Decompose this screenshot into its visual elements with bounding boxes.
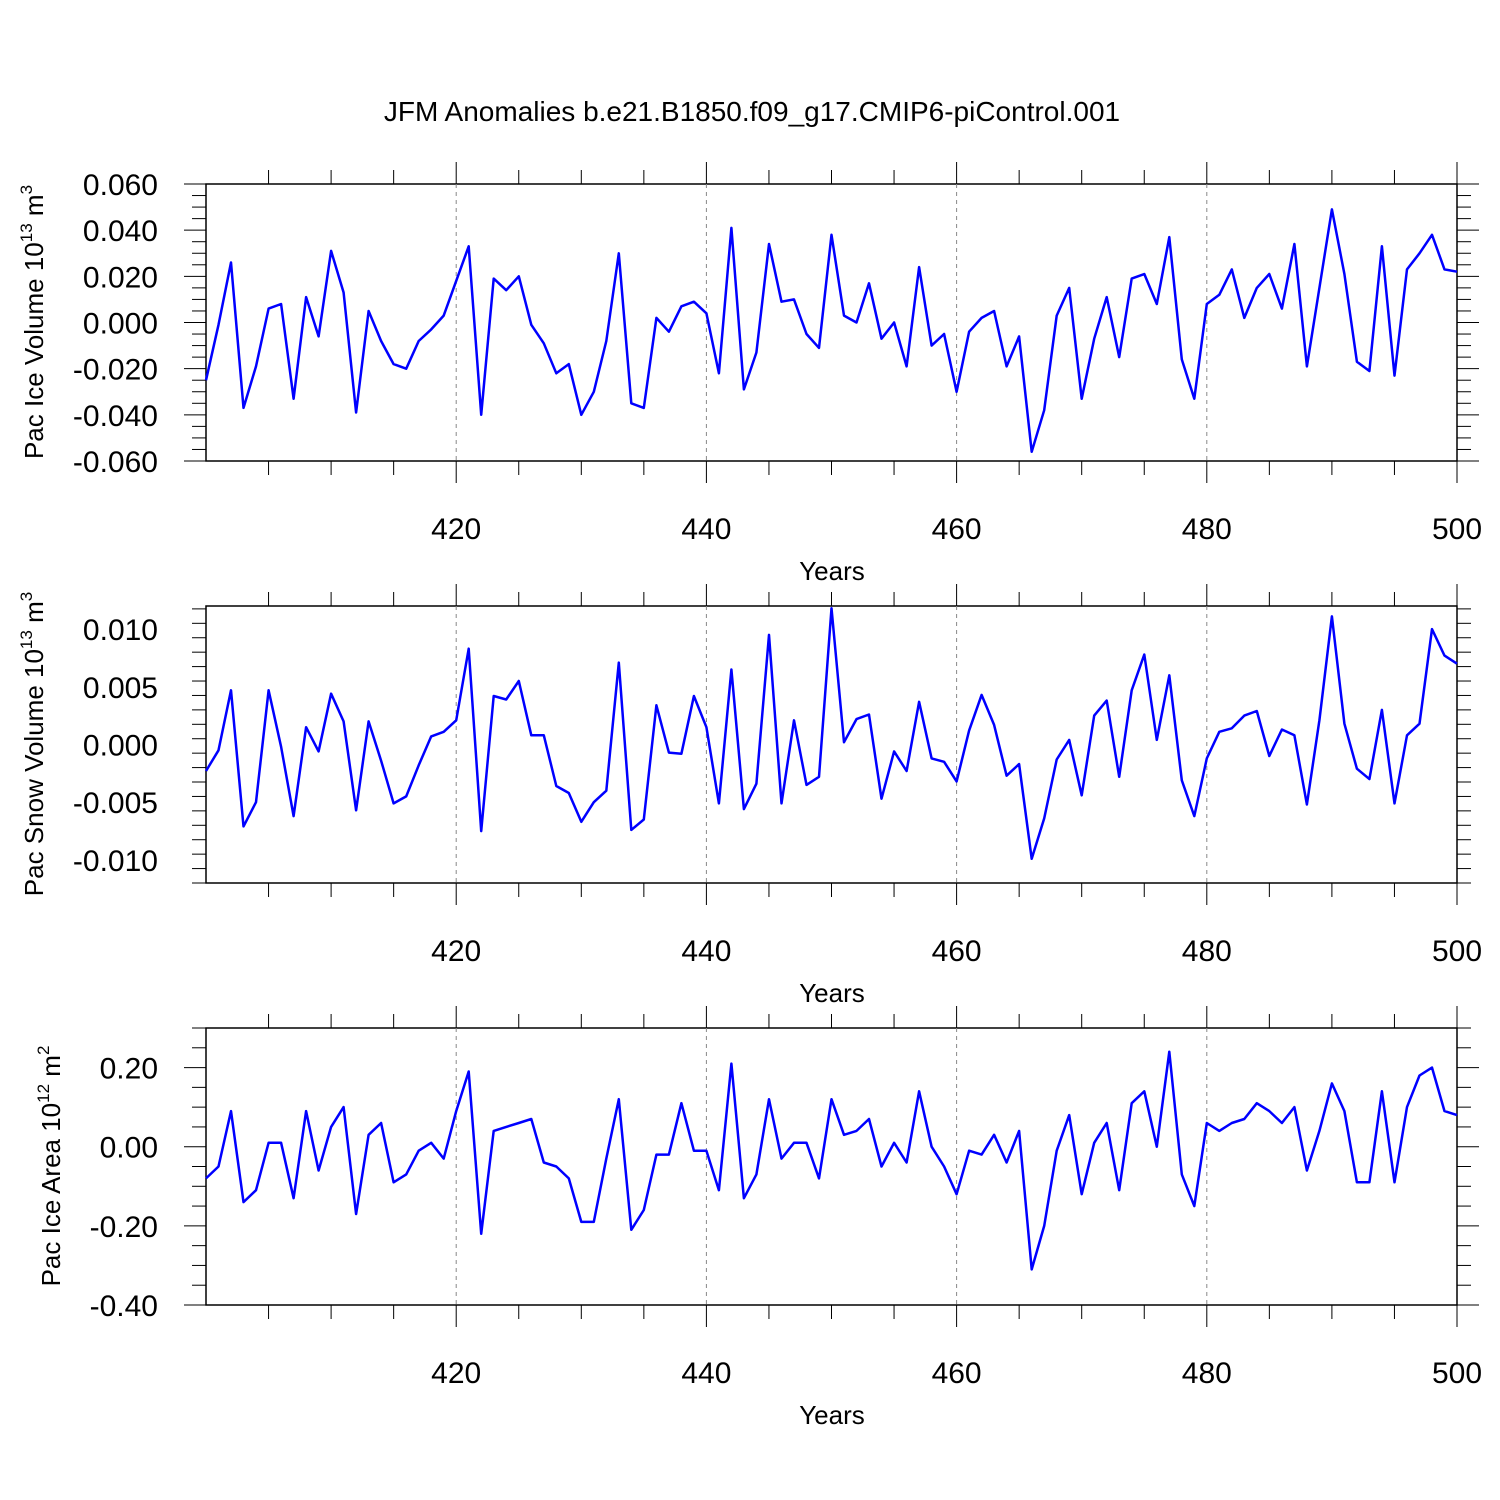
y-tick-label: 0.020 (83, 261, 158, 294)
series-line (204, 208, 1458, 454)
x-tick-labels: 420 440 460 480 500 (431, 1357, 1482, 1390)
y-label-exponent: 13 (17, 630, 36, 649)
x-tick-label: 460 (932, 1357, 982, 1390)
minor-ticks (184, 1006, 1479, 1327)
y-tick-label: 0.010 (83, 614, 158, 647)
y-tick-label: 0.005 (83, 672, 158, 705)
x-tick-label: 420 (431, 935, 481, 968)
plot-frame (205, 1027, 1458, 1306)
y-tick-label: 0.060 (83, 169, 158, 202)
y-tick-label: -0.010 (73, 845, 158, 878)
y-tick-label: 0.000 (83, 308, 158, 341)
x-tick-label: 480 (1182, 1357, 1232, 1390)
y-label-unit: m (19, 194, 49, 223)
plot-frame (205, 605, 1458, 884)
y-tick-label: 0.00 (100, 1132, 158, 1165)
x-axis-label: Years (799, 978, 865, 1008)
x-tick-label: 460 (932, 935, 982, 968)
vertical-gridlines (455, 606, 1208, 883)
x-tick-label: 440 (681, 935, 731, 968)
y-label-text: Pac Ice Volume 10 (19, 242, 49, 459)
y-tick-label: 0.000 (83, 730, 158, 763)
x-axis-label: Years (799, 1400, 865, 1430)
y-tick-label: -0.020 (73, 354, 158, 387)
x-tick-label: 500 (1432, 935, 1482, 968)
panel-ice-area: 0.20 0.00 -0.20 -0.40 420 440 460 480 500 Years… (34, 1006, 1482, 1430)
y-tick-label: 0.20 (100, 1053, 158, 1086)
y-label-unit: m (19, 601, 49, 630)
figure-title: JFM Anomalies b.e21.B1850.f09_g17.CMIP6-… (384, 96, 1120, 127)
plot-frame (205, 183, 1458, 462)
minor-ticks (192, 584, 1471, 905)
x-tick-label: 420 (431, 1357, 481, 1390)
series-line (204, 607, 1458, 861)
y-label-unit-exponent: 3 (17, 592, 36, 601)
y-label-text: Pac Ice Area 10 (36, 1103, 66, 1287)
x-tick-label: 440 (681, 513, 731, 546)
y-tick-label: -0.060 (73, 446, 158, 479)
y-tick-label: -0.040 (73, 400, 158, 433)
x-tick-label: 420 (431, 513, 481, 546)
x-tick-labels: 420 440 460 480 500 (431, 935, 1482, 968)
y-tick-label: -0.40 (90, 1290, 158, 1323)
y-tick-labels: 0.20 0.00 -0.20 -0.40 (90, 1053, 158, 1323)
x-tick-labels: 420 440 460 480 500 (431, 513, 1482, 546)
series-polyline (204, 607, 1458, 861)
y-tick-label: -0.20 (90, 1211, 158, 1244)
x-tick-label: 440 (681, 1357, 731, 1390)
y-tick-labels: 0.060 0.040 0.020 0.000 -0.020 -0.040 -0.060 (73, 169, 158, 479)
y-axis-label: Pac Ice Volume 1013 m3 (17, 185, 49, 459)
y-label-unit-exponent: 2 (34, 1046, 53, 1055)
y-tick-label: 0.040 (83, 215, 158, 248)
y-label-exponent: 13 (17, 223, 36, 242)
panel-ice-volume: 0.060 0.040 0.020 0.000 -0.020 -0.040 -0.060 4… (17, 162, 1482, 586)
x-tick-label: 480 (1182, 513, 1232, 546)
series-polyline (204, 208, 1458, 454)
y-label-text: Pac Snow Volume 10 (19, 649, 49, 896)
vertical-gridlines (455, 1028, 1208, 1305)
y-tick-labels: 0.010 0.005 0.000 -0.005 -0.010 (73, 614, 158, 878)
y-label-exponent: 12 (34, 1084, 53, 1103)
x-tick-label: 480 (1182, 935, 1232, 968)
x-tick-label: 460 (932, 513, 982, 546)
minor-ticks (184, 162, 1479, 483)
y-tick-label: -0.005 (73, 787, 158, 820)
panel-snow-volume: 0.010 0.005 0.000 -0.005 -0.010 420 440 460 480… (17, 584, 1482, 1008)
y-label-unit: m (36, 1055, 66, 1084)
x-tick-label: 500 (1432, 1357, 1482, 1390)
y-axis-label: Pac Ice Area 1012 m2 (34, 1046, 66, 1287)
y-axis-label: Pac Snow Volume 1013 m3 (17, 592, 49, 896)
series-polyline (205, 1050, 1458, 1271)
vertical-gridlines (455, 184, 1208, 461)
series-line (205, 1050, 1458, 1271)
x-tick-label: 500 (1432, 513, 1482, 546)
x-axis-label: Years (799, 556, 865, 586)
y-label-unit-exponent: 3 (17, 185, 36, 194)
